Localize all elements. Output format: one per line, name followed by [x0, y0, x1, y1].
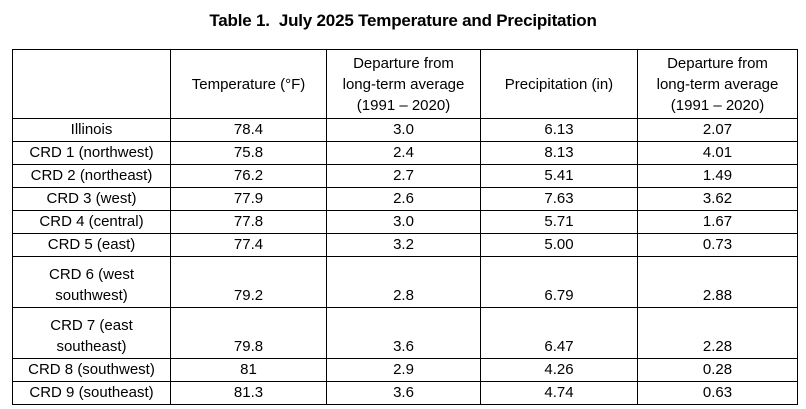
cell-precip-departure: 1.49	[637, 164, 798, 188]
cell-temperature: 81.3	[170, 381, 327, 405]
row-label: CRD 8 (southwest)	[12, 358, 171, 382]
cell-temp-departure: 2.9	[326, 358, 481, 382]
row-label: CRD 6 (west southwest)	[12, 256, 171, 308]
row-label: CRD 3 (west)	[12, 187, 171, 211]
cell-temp-departure: 2.6	[326, 187, 481, 211]
text-line: southwest)	[55, 287, 128, 304]
cell-precip-departure: 2.88	[637, 256, 798, 308]
cell-precip-departure: 1.67	[637, 210, 798, 234]
text-line: CRD 2 (northeast)	[30, 167, 153, 184]
table-row: CRD 3 (west) 77.9 2.6 7.63 3.62	[12, 187, 798, 211]
text-line: CRD 4 (central)	[39, 213, 144, 230]
text-line: Departure from	[353, 54, 454, 72]
text-line: CRD 9 (southeast)	[29, 384, 154, 401]
column-header: Precipitation (in)	[480, 49, 638, 119]
column-header: Departure from long-term average (1991 – 2…	[637, 49, 798, 119]
cell-precip-departure: 0.28	[637, 358, 798, 382]
cell-precip-departure: 0.63	[637, 381, 798, 405]
cell-temperature: 76.2	[170, 164, 327, 188]
text-line: Departure from	[667, 54, 768, 72]
cell-precipitation: 5.41	[480, 164, 638, 188]
column-header: Temperature (°F)	[170, 49, 327, 119]
text-line: CRD 8 (southwest)	[28, 361, 155, 378]
table-row: CRD 2 (northeast) 76.2 2.7 5.41 1.49	[12, 164, 798, 188]
cell-temperature: 77.8	[170, 210, 327, 234]
table-body: Illinois 78.4 3.0 6.13 2.07 CRD 1 (northwest)…	[12, 118, 798, 405]
table-row: CRD 5 (east) 77.4 3.2 5.00 0.73	[12, 233, 798, 257]
table-row: CRD 6 (west southwest) 79.2 2.8 6.79 2.88	[12, 256, 798, 308]
document-page: Table 1. July 2025 Temperature and Preci…	[0, 9, 806, 409]
cell-temperature: 77.9	[170, 187, 327, 211]
text-line: southeast)	[56, 338, 127, 355]
table-header: Temperature (°F) Departure from long-term …	[12, 49, 798, 119]
text-line: (1991 – 2020)	[670, 96, 765, 114]
table-row: CRD 8 (southwest) 81 2.9 4.26 0.28	[12, 358, 798, 382]
cell-precip-departure: 2.28	[637, 307, 798, 359]
text-line: CRD 6 (west	[48, 266, 134, 283]
text-line: Temperature (°F)	[191, 75, 306, 93]
cell-precipitation: 5.71	[480, 210, 638, 234]
cell-precip-departure: 3.62	[637, 187, 798, 211]
text-line: long-term average	[656, 75, 779, 93]
table-row: Illinois 78.4 3.0 6.13 2.07	[12, 118, 798, 142]
cell-temp-departure: 2.8	[326, 256, 481, 308]
row-label: CRD 7 (east southeast)	[12, 307, 171, 359]
cell-temperature: 79.2	[170, 256, 327, 308]
cell-precipitation: 7.63	[480, 187, 638, 211]
corner-header-cell	[12, 49, 171, 119]
cell-temp-departure: 2.7	[326, 164, 481, 188]
table-row: CRD 9 (southeast) 81.3 3.6 4.74 0.63	[12, 381, 798, 405]
text-line: Illinois	[70, 121, 113, 138]
cell-precipitation: 4.74	[480, 381, 638, 405]
cell-precip-departure: 2.07	[637, 118, 798, 142]
text-line: CRD 7 (east	[50, 317, 133, 334]
cell-temp-departure: 3.0	[326, 118, 481, 142]
cell-temperature: 77.4	[170, 233, 327, 257]
cell-precipitation: 6.79	[480, 256, 638, 308]
row-label: Illinois	[12, 118, 171, 142]
cell-temp-departure: 3.6	[326, 307, 481, 359]
cell-precip-departure: 0.73	[637, 233, 798, 257]
row-label: CRD 4 (central)	[12, 210, 171, 234]
row-label: CRD 9 (southeast)	[12, 381, 171, 405]
cell-precipitation: 6.47	[480, 307, 638, 359]
text-line: CRD 5 (east)	[47, 236, 136, 253]
cell-temperature: 79.8	[170, 307, 327, 359]
text-line: CRD 3 (west)	[46, 190, 137, 207]
table-row: CRD 4 (central) 77.8 3.0 5.71 1.67	[12, 210, 798, 234]
row-label: CRD 2 (northeast)	[12, 164, 171, 188]
column-header: Departure from long-term average (1991 – 2…	[326, 49, 481, 119]
table-row: CRD 1 (northwest) 75.8 2.4 8.13 4.01	[12, 141, 798, 165]
row-label: CRD 5 (east)	[12, 233, 171, 257]
cell-temperature: 75.8	[170, 141, 327, 165]
cell-temp-departure: 3.2	[326, 233, 481, 257]
cell-temp-departure: 3.6	[326, 381, 481, 405]
table-row: CRD 7 (east southeast) 79.8 3.6 6.47 2.28	[12, 307, 798, 359]
header-row: Temperature (°F) Departure from long-term …	[12, 49, 798, 119]
cell-precipitation: 8.13	[480, 141, 638, 165]
text-line: long-term average	[342, 75, 465, 93]
cell-precipitation: 4.26	[480, 358, 638, 382]
cell-temperature: 78.4	[170, 118, 327, 142]
cell-precipitation: 6.13	[480, 118, 638, 142]
cell-precip-departure: 4.01	[637, 141, 798, 165]
table-title: Table 1. July 2025 Temperature and Preci…	[209, 11, 597, 30]
row-label: CRD 1 (northwest)	[12, 141, 171, 165]
cell-precipitation: 5.00	[480, 233, 638, 257]
cell-temperature: 81	[170, 358, 327, 382]
text-line: Precipitation (in)	[504, 75, 614, 93]
temperature-precipitation-table: Temperature (°F) Departure from long-term …	[12, 49, 798, 405]
text-line: CRD 1 (northwest)	[29, 144, 154, 161]
cell-temp-departure: 2.4	[326, 141, 481, 165]
cell-temp-departure: 3.0	[326, 210, 481, 234]
text-line: (1991 – 2020)	[356, 96, 451, 114]
